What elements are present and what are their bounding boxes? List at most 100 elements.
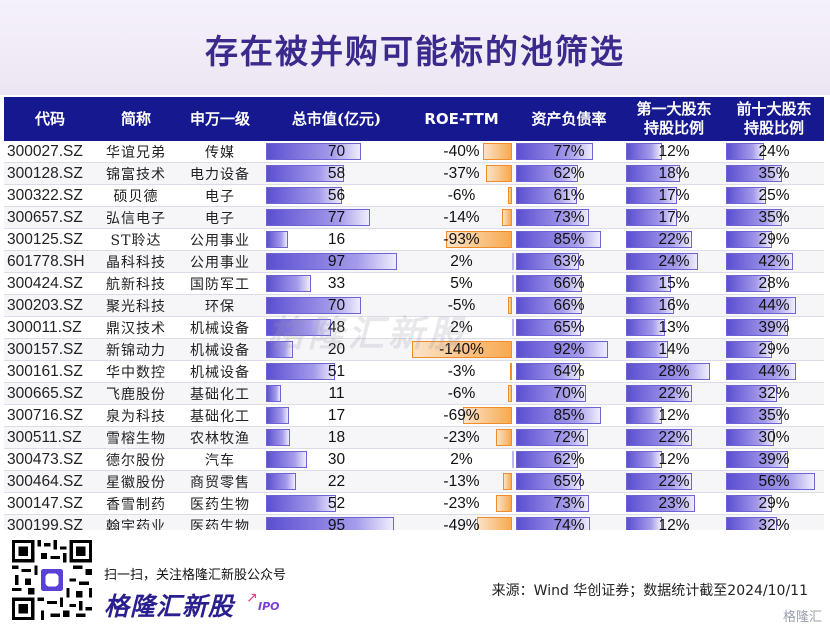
cell-roe: -14%: [409, 206, 514, 229]
top1-value: 12%: [658, 407, 690, 424]
roe-bar: [508, 297, 512, 314]
cell-debt-inner: 74%: [514, 515, 624, 536]
top10-bar: [726, 341, 772, 358]
cell-top1-inner: 22%: [624, 427, 724, 448]
roe-value: -23%: [443, 495, 480, 512]
debt-value: 77%: [553, 143, 585, 160]
cell-top1: 22%: [624, 382, 724, 405]
cell-mktcap-inner: 52: [264, 493, 409, 514]
cell-top10: 35%: [724, 162, 824, 185]
cell-code: 300473.SZ: [4, 448, 96, 471]
cell-mktcap: 51: [264, 360, 409, 383]
cell-mktcap-inner: 16: [264, 229, 409, 250]
mktcap-bar: [266, 253, 397, 270]
roe-value: -69%: [443, 407, 480, 424]
mktcap-bar: [266, 451, 307, 468]
mktcap-bar: [266, 473, 296, 490]
top1-bar: [626, 473, 692, 490]
header-top10-line1: 前十大股东: [736, 100, 812, 118]
top10-value: 29%: [758, 231, 790, 248]
debt-bar: [516, 231, 601, 248]
page-title: 存在被并购可能标的池筛选: [205, 32, 625, 71]
top1-value: 14%: [658, 341, 690, 358]
cell-top10: 32%: [724, 382, 824, 405]
cell-top1: 17%: [624, 184, 724, 207]
cell-name: 鼎汉技术: [96, 316, 176, 339]
cell-roe-inner: -13%: [409, 471, 514, 492]
cell-top10-inner: 35%: [724, 207, 824, 228]
debt-value: 73%: [553, 209, 585, 226]
cell-code: 300161.SZ: [4, 360, 96, 383]
cell-debt: 65%: [514, 470, 624, 493]
debt-value: 65%: [553, 319, 585, 336]
cell-debt: 70%: [514, 382, 624, 405]
cell-mktcap-inner: 48: [264, 317, 409, 338]
table-row: 300657.SZ 弘信电子 电子 77 -14% 73% 17% 35%: [4, 206, 824, 229]
top1-value: 22%: [658, 385, 690, 402]
cell-debt-inner: 77%: [514, 141, 624, 162]
debt-value: 72%: [553, 429, 585, 446]
cell-name: 雪榕生物: [96, 426, 176, 449]
cell-mktcap: 20: [264, 338, 409, 361]
cell-roe-inner: -5%: [409, 295, 514, 316]
cell-debt-inner: 66%: [514, 295, 624, 316]
mktcap-bar: [266, 385, 281, 402]
cell-mktcap-inner: 30: [264, 449, 409, 470]
cell-code: 300657.SZ: [4, 206, 96, 229]
roe-value: -40%: [443, 143, 480, 160]
cell-roe: 2%: [409, 250, 514, 273]
cell-debt: 92%: [514, 338, 624, 361]
top10-value: 29%: [758, 495, 790, 512]
cell-industry: 机械设备: [176, 338, 264, 361]
top10-value: 35%: [758, 407, 790, 424]
cell-top1: 16%: [624, 294, 724, 317]
header-top1-line1: 第一大股东: [636, 100, 712, 118]
cell-top10: 44%: [724, 360, 824, 383]
cell-top1-inner: 13%: [624, 317, 724, 338]
debt-bar: [516, 253, 579, 270]
cell-top10-inner: 30%: [724, 427, 824, 448]
cell-mktcap-inner: 20: [264, 339, 409, 360]
cell-code: 300128.SZ: [4, 162, 96, 185]
cell-mktcap: 70: [264, 141, 409, 163]
cell-roe-inner: -37%: [409, 163, 514, 184]
cell-roe: -3%: [409, 360, 514, 383]
top10-value: 32%: [758, 385, 790, 402]
mktcap-bar: [266, 231, 288, 248]
cell-roe-inner: 2%: [409, 317, 514, 338]
roe-value: -5%: [447, 297, 476, 314]
cell-top1: 24%: [624, 250, 724, 273]
debt-bar: [516, 275, 582, 292]
top1-value: 22%: [658, 231, 690, 248]
top10-value: 39%: [758, 451, 790, 468]
top10-bar: [726, 275, 771, 292]
cell-roe-inner: -23%: [409, 427, 514, 448]
top1-bar: [626, 363, 710, 380]
cell-roe-inner: -93%: [409, 229, 514, 250]
debt-value: 65%: [553, 473, 585, 490]
top1-value: 22%: [658, 473, 690, 490]
cell-mktcap-inner: 22: [264, 471, 409, 492]
top1-value: 17%: [658, 209, 690, 226]
cell-top1: 22%: [624, 426, 724, 449]
cell-code: 300147.SZ: [4, 492, 96, 515]
mktcap-bar: [266, 143, 361, 160]
cell-industry: 国防军工: [176, 272, 264, 295]
cell-roe: -93%: [409, 228, 514, 251]
cell-debt: 66%: [514, 272, 624, 295]
cell-industry: 汽车: [176, 448, 264, 471]
cell-debt: 85%: [514, 228, 624, 251]
cell-top10: 35%: [724, 206, 824, 229]
cell-name: 华中数控: [96, 360, 176, 383]
cell-debt-inner: 70%: [514, 383, 624, 404]
mktcap-value: 17: [327, 407, 346, 424]
top10-value: 44%: [758, 363, 790, 380]
table-row: 300011.SZ 鼎汉技术 机械设备 48 2% 65% 13% 39%: [4, 316, 824, 339]
cell-top10-inner: 56%: [724, 471, 824, 492]
cell-top10-inner: 24%: [724, 141, 824, 162]
roe-bar: [512, 275, 514, 292]
debt-value: 85%: [553, 231, 585, 248]
cell-name: 新锦动力: [96, 338, 176, 361]
cell-debt: 73%: [514, 206, 624, 229]
cell-top10-inner: 32%: [724, 515, 824, 536]
